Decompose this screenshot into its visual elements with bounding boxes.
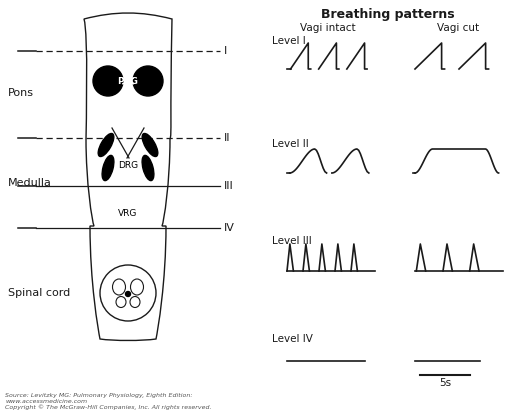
- Circle shape: [93, 66, 123, 96]
- Text: Breathing patterns: Breathing patterns: [321, 8, 455, 21]
- Ellipse shape: [142, 155, 154, 180]
- Text: II: II: [224, 133, 230, 143]
- Text: Spinal cord: Spinal cord: [8, 288, 70, 298]
- Text: Level I: Level I: [272, 36, 306, 46]
- Ellipse shape: [98, 134, 114, 157]
- Circle shape: [125, 291, 131, 296]
- Text: I: I: [224, 46, 227, 56]
- Text: Pons: Pons: [8, 88, 34, 98]
- Text: PRG: PRG: [118, 76, 138, 85]
- Text: Source: Levitzky MG: Pulmonary Physiology, Eighth Edition:
www.accessmedicine.co: Source: Levitzky MG: Pulmonary Physiolog…: [5, 393, 212, 410]
- Text: III: III: [224, 181, 234, 191]
- Text: VRG: VRG: [119, 209, 138, 218]
- Text: IV: IV: [224, 223, 235, 233]
- Circle shape: [133, 66, 163, 96]
- Text: Level II: Level II: [272, 139, 309, 149]
- Text: Vagi cut: Vagi cut: [437, 23, 479, 33]
- Text: 5s: 5s: [439, 378, 451, 388]
- Text: DRG: DRG: [118, 161, 138, 169]
- Ellipse shape: [102, 155, 114, 180]
- Text: Medulla: Medulla: [8, 178, 52, 188]
- Text: Vagi intact: Vagi intact: [300, 23, 356, 33]
- Text: Level IV: Level IV: [272, 334, 313, 344]
- Text: Level III: Level III: [272, 236, 312, 246]
- Ellipse shape: [142, 134, 158, 157]
